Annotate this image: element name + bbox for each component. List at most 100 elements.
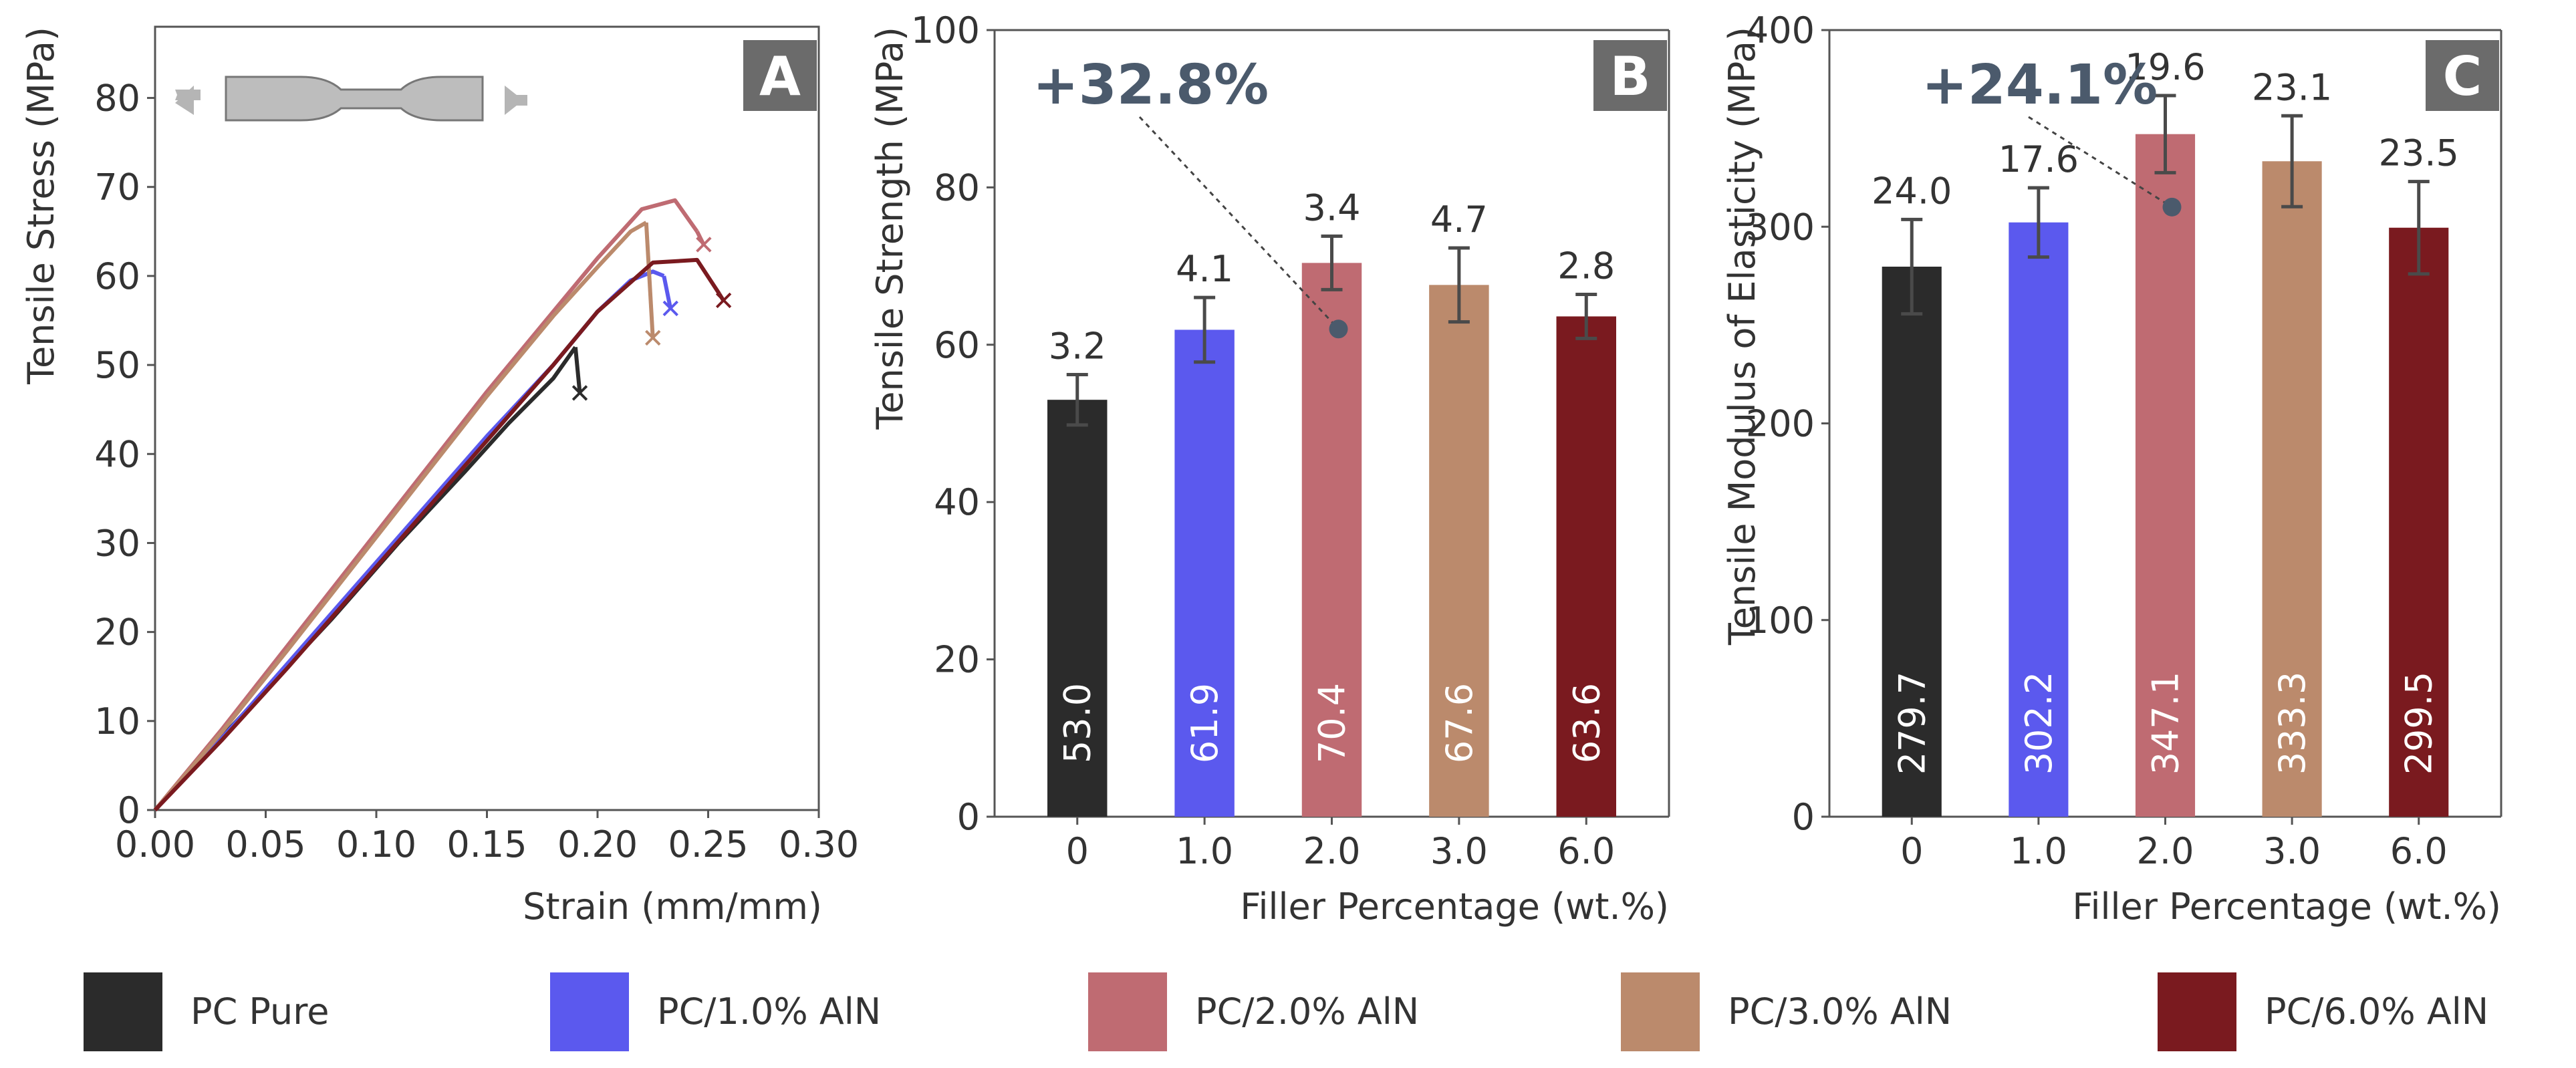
y-axis-title: Tensile Stress (MPa) bbox=[20, 27, 62, 385]
error-label: 4.1 bbox=[1176, 248, 1233, 290]
curve-pc-6-0--aln bbox=[153, 257, 721, 812]
x-tick-label: 3.0 bbox=[2263, 830, 2321, 872]
error-label: 3.4 bbox=[1303, 186, 1361, 229]
legend-label: PC/2.0% AlN bbox=[1195, 990, 1419, 1033]
left-arrow-head-icon bbox=[175, 86, 194, 115]
y-tick-label: 40 bbox=[94, 433, 140, 475]
x-tick-label: 6.0 bbox=[1557, 830, 1615, 872]
curve-pc-2-0--aln bbox=[153, 198, 699, 811]
failure-marker: ✕ bbox=[642, 323, 664, 354]
y-tick-label: 20 bbox=[94, 612, 140, 654]
x-tick-label: 0.10 bbox=[336, 823, 416, 865]
y-tick-label: 30 bbox=[94, 522, 140, 564]
bar-2.0 bbox=[2135, 134, 2196, 817]
failure-drop bbox=[695, 230, 706, 246]
annotation-leader bbox=[1138, 116, 1339, 330]
panel-label-bg bbox=[2426, 40, 2499, 111]
bar-value-label: 347.1 bbox=[2145, 672, 2187, 775]
error-label: 17.6 bbox=[1999, 138, 2079, 180]
legend-label: PC/6.0% AlN bbox=[2265, 990, 2488, 1033]
annotation-point bbox=[1329, 319, 1348, 339]
bar-6.0 bbox=[2389, 227, 2449, 817]
x-tick-label: 6.0 bbox=[2390, 830, 2448, 872]
right-arrow-shaft-icon bbox=[505, 95, 527, 106]
y-tick-label: 80 bbox=[94, 78, 140, 120]
panel-label-a-bg bbox=[743, 40, 817, 111]
failure-drop bbox=[644, 222, 655, 339]
annotation-point bbox=[2162, 197, 2182, 217]
y-tick-label: 20 bbox=[934, 639, 980, 681]
error-label: 23.1 bbox=[2252, 66, 2332, 108]
y-axis-title: Tensile Modulus of Elasticity (MPa) bbox=[1721, 27, 1763, 646]
y-tick-label: 0 bbox=[118, 789, 140, 831]
legend-label: PC Pure bbox=[190, 990, 330, 1033]
bar-value-label: 67.6 bbox=[1438, 683, 1480, 763]
legend-label: PC/1.0% AlN bbox=[657, 990, 881, 1033]
x-tick-label: 2.0 bbox=[2137, 830, 2194, 872]
dogbone-body-icon bbox=[225, 76, 484, 122]
x-tick-label: 0 bbox=[1066, 830, 1089, 872]
x-axis-title: Strain (mm/mm) bbox=[523, 886, 822, 928]
bar-value-label: 53.0 bbox=[1057, 683, 1099, 763]
legend-label: PC/3.0% AlN bbox=[1728, 990, 1952, 1033]
x-tick-label: 0 bbox=[1900, 830, 1923, 872]
bar-3.0 bbox=[2262, 161, 2322, 817]
error-label: 2.8 bbox=[1557, 245, 1615, 287]
failure-drop bbox=[717, 292, 726, 302]
y-tick-label: 0 bbox=[1792, 796, 1815, 838]
x-axis-title: Filler Percentage (wt.%) bbox=[1240, 886, 1669, 928]
panel-label: B bbox=[1610, 45, 1651, 108]
x-tick-label: 3.0 bbox=[1430, 830, 1488, 872]
y-tick-label: 300 bbox=[1746, 206, 1815, 248]
x-tick-label: 0.00 bbox=[115, 823, 195, 865]
bar-3.0 bbox=[1429, 285, 1489, 817]
bar-value-label: 333.3 bbox=[2271, 672, 2313, 775]
legend-swatch bbox=[550, 972, 629, 1051]
y-tick-label: 100 bbox=[911, 9, 980, 51]
y-tick-label: 50 bbox=[94, 344, 140, 386]
panel-a-stress-strain: 0.00 0.05 0.10 0.15 0.20 0.25 0.30 0 10 20 30 40 50 6… bbox=[20, 25, 859, 928]
failure-marker: ✕ bbox=[659, 294, 682, 325]
x-tick-label: 1.0 bbox=[2010, 830, 2067, 872]
x-axis-title: Filler Percentage (wt.%) bbox=[2072, 886, 2501, 928]
bar-1.0 bbox=[2009, 222, 2069, 817]
legend-swatch bbox=[2158, 972, 2236, 1051]
y-tick-label: 60 bbox=[934, 324, 980, 366]
x-tick-label: 1.0 bbox=[1176, 830, 1233, 872]
x-tick-label: 0.05 bbox=[225, 823, 305, 865]
y-axis-title: Tensile Strength (MPa) bbox=[869, 27, 911, 430]
x-tick-label: 0.20 bbox=[557, 823, 638, 865]
bar-value-label: 299.5 bbox=[2398, 672, 2440, 775]
failure-drop bbox=[662, 275, 673, 309]
legend-swatch bbox=[1088, 972, 1167, 1051]
y-tick-label: 70 bbox=[94, 166, 140, 209]
legend-swatch bbox=[1621, 972, 1700, 1051]
x-tick-label: 0.15 bbox=[446, 823, 527, 865]
bar-2.0 bbox=[1301, 263, 1362, 817]
legend-swatch bbox=[84, 972, 162, 1051]
panel-label-bg bbox=[1593, 40, 1667, 111]
error-label: 24.0 bbox=[1872, 170, 1952, 212]
bar-0 bbox=[1047, 400, 1108, 817]
annotation-leader bbox=[2028, 116, 2173, 209]
annotation-text: +24.1% bbox=[1922, 53, 2158, 117]
y-tick-label: 100 bbox=[1746, 599, 1815, 642]
x-tick-label: 0.30 bbox=[779, 823, 859, 865]
error-label: 3.2 bbox=[1049, 325, 1106, 368]
curve-pc-3-0--aln bbox=[153, 221, 648, 811]
annotation-text: +32.8% bbox=[1033, 53, 1269, 117]
bar-0 bbox=[1882, 266, 1942, 817]
bar-1.0 bbox=[1174, 329, 1235, 817]
y-tick-label: 0 bbox=[957, 796, 980, 838]
x-tick-label: 2.0 bbox=[1303, 830, 1361, 872]
panel-a-plot: 0.00 0.05 0.10 0.15 0.20 0.25 0.30 0 10 20 30 40 50 6… bbox=[20, 27, 859, 928]
bar-value-label: 279.7 bbox=[1891, 672, 1933, 775]
error-label: 23.5 bbox=[2379, 132, 2459, 174]
y-tick-label: 400 bbox=[1746, 9, 1815, 51]
failure-marker: ✕ bbox=[692, 230, 715, 261]
